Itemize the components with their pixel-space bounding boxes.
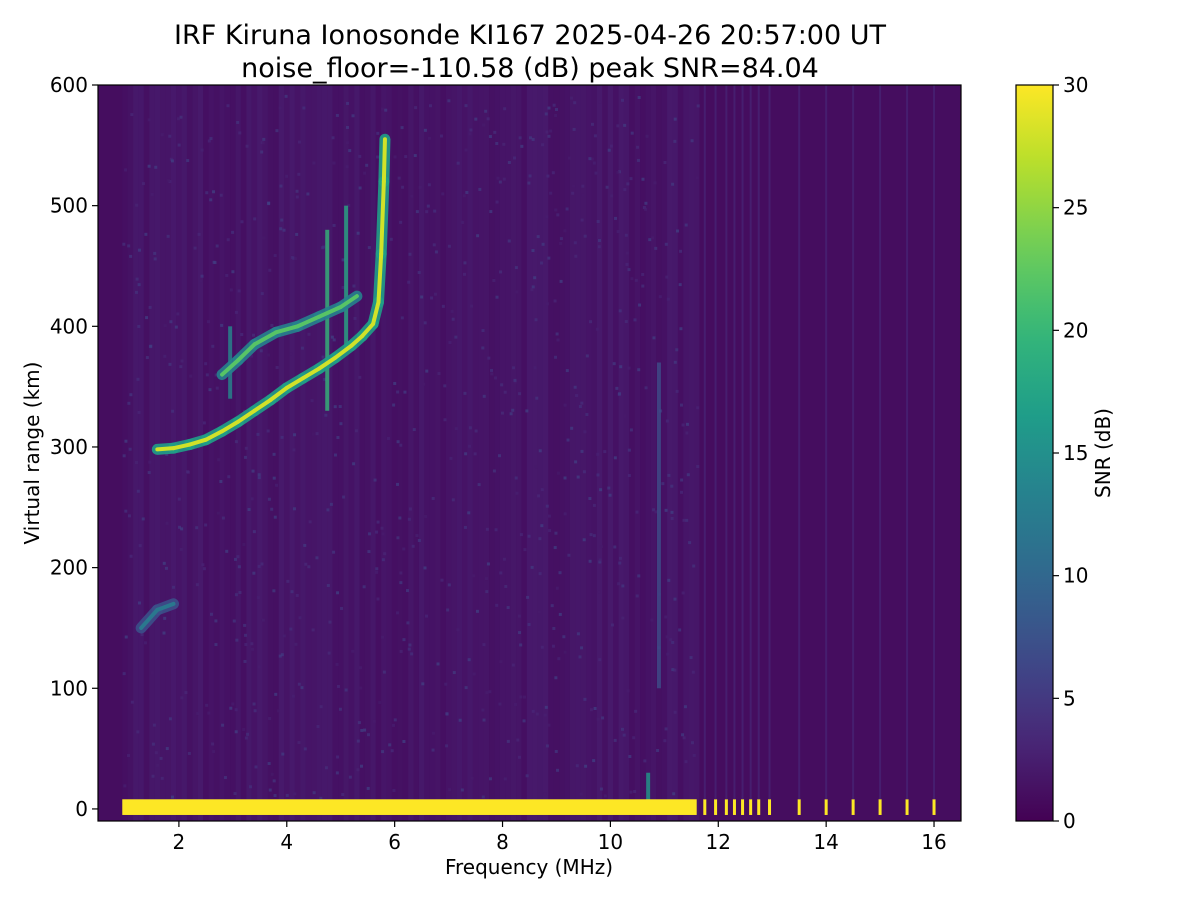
channel-echo <box>749 799 753 815</box>
echo-trace <box>151 133 391 455</box>
vertical-streak <box>646 772 651 809</box>
chart-subtitle: noise_floor=-110.58 (dB) peak SNR=84.04 <box>241 53 819 84</box>
channel-column <box>933 85 936 800</box>
x-axis: 2 4 6 8 10 12 14 16 <box>173 821 947 854</box>
vertical-streak <box>325 229 330 411</box>
x-axis-label: Frequency (MHz) <box>445 855 613 879</box>
vertical-streak <box>344 205 349 351</box>
channel-echo <box>824 799 828 815</box>
channel-column <box>749 85 752 800</box>
colorbar-axis: 0 5 10 15 20 25 30 <box>1053 73 1088 833</box>
channel-echo <box>797 799 801 815</box>
heatmap-plot-area <box>98 85 961 821</box>
channel-column <box>757 85 760 800</box>
colorbar-tick-15: 15 <box>1063 441 1088 465</box>
vertical-streak <box>656 362 661 689</box>
x-tick-14: 14 <box>813 830 838 854</box>
channel-column <box>733 85 736 800</box>
channel-echo <box>878 799 882 815</box>
channel-column <box>798 85 801 800</box>
echo-trace <box>216 290 363 381</box>
x-tick-4: 4 <box>280 830 293 854</box>
channel-column <box>714 85 717 800</box>
channel-column <box>741 85 744 800</box>
channel-echo <box>703 799 707 815</box>
channel-echo <box>768 799 772 815</box>
y-axis: 0 100 200 300 400 500 600 <box>50 73 98 821</box>
colorbar-tick-25: 25 <box>1063 196 1088 220</box>
y-axis-label: Virtual range (km) <box>20 362 44 545</box>
channel-column <box>852 85 855 800</box>
y-tick-400: 400 <box>50 314 88 338</box>
channel-echo <box>905 799 909 815</box>
y-tick-200: 200 <box>50 556 88 580</box>
colorbar-tick-10: 10 <box>1063 564 1088 588</box>
x-tick-16: 16 <box>921 830 946 854</box>
channel-echo <box>724 799 728 815</box>
y-tick-0: 0 <box>75 797 88 821</box>
channel-column <box>768 85 771 800</box>
y-tick-500: 500 <box>50 194 88 218</box>
y-tick-100: 100 <box>50 676 88 700</box>
channel-echo <box>732 799 736 815</box>
echo-trace <box>135 598 180 634</box>
colorbar-tick-5: 5 <box>1063 686 1076 710</box>
colorbar-tick-20: 20 <box>1063 318 1088 342</box>
channel-column <box>703 85 706 800</box>
channel-column <box>825 85 828 800</box>
channel-column <box>725 85 728 800</box>
colorbar-tick-0: 0 <box>1063 809 1076 833</box>
x-tick-10: 10 <box>598 830 623 854</box>
x-tick-12: 12 <box>706 830 731 854</box>
ground-echo-band <box>122 799 697 815</box>
plot-frame <box>97 84 962 822</box>
y-tick-600: 600 <box>50 73 88 97</box>
discrete-channels <box>703 85 936 815</box>
x-tick-6: 6 <box>388 830 401 854</box>
colorbar <box>1016 85 1053 821</box>
channel-echo <box>932 799 936 815</box>
channel-echo <box>714 799 718 815</box>
channel-echo <box>741 799 745 815</box>
channel-echo <box>851 799 855 815</box>
channel-column <box>906 85 909 800</box>
y-tick-300: 300 <box>50 435 88 459</box>
noise-texture <box>122 85 700 821</box>
channel-echo <box>757 799 761 815</box>
colorbar-tick-30: 30 <box>1063 73 1088 97</box>
x-tick-2: 2 <box>173 830 186 854</box>
chart-title: IRF Kiruna Ionosonde KI167 2025-04-26 20… <box>174 20 887 51</box>
colorbar-label: SNR (dB) <box>1091 408 1115 498</box>
channel-column <box>879 85 882 800</box>
x-tick-8: 8 <box>496 830 509 854</box>
